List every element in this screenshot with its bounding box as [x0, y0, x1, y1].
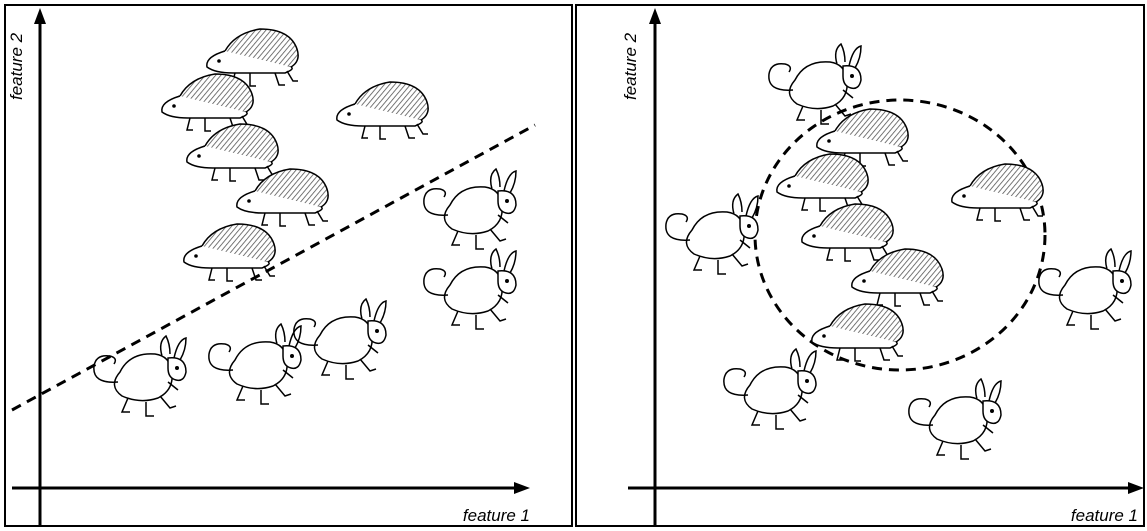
- panel-frame: [575, 4, 1145, 527]
- bilby: [665, 193, 759, 275]
- arrowhead: [1128, 482, 1144, 494]
- bilby: [908, 378, 1002, 460]
- arrowhead: [34, 8, 46, 24]
- x-label: feature 1: [463, 506, 530, 525]
- hedgehog: [776, 153, 869, 212]
- hedgehog: [336, 81, 429, 140]
- bilby: [1038, 248, 1132, 330]
- hedgehog: [951, 163, 1044, 222]
- bilby: [723, 348, 817, 430]
- hedgehog: [183, 223, 276, 282]
- bilby: [768, 43, 862, 125]
- bilby: [93, 335, 187, 417]
- bilby: [423, 248, 517, 330]
- bilby: [208, 323, 302, 405]
- bilby: [293, 298, 387, 380]
- x-label: feature 1: [1071, 506, 1138, 525]
- hedgehog: [236, 168, 329, 227]
- y-label: feature 2: [621, 32, 640, 100]
- hedgehog: [186, 123, 279, 182]
- bilby: [423, 168, 517, 250]
- circular-boundary: [753, 98, 1047, 372]
- hedgehog: [161, 73, 254, 132]
- arrowhead: [514, 482, 530, 494]
- panel-frame: [4, 4, 573, 527]
- linear-boundary: [11, 123, 536, 412]
- hedgehog: [851, 248, 944, 307]
- hedgehog: [801, 203, 894, 262]
- arrowhead: [649, 8, 661, 24]
- y-label: feature 2: [7, 32, 26, 100]
